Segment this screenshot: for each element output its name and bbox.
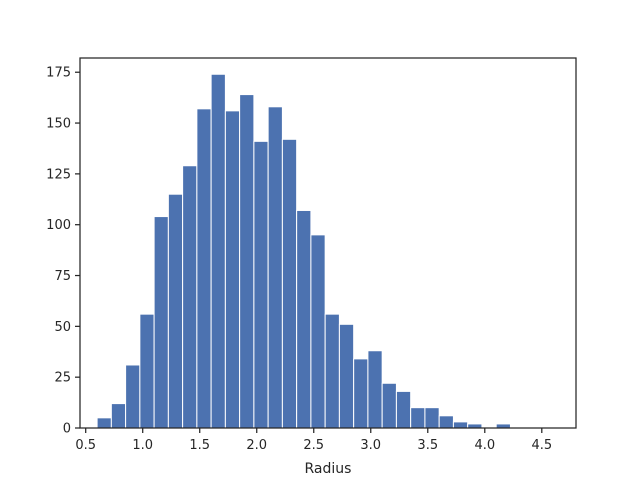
x-tick-label: 0.5: [75, 438, 96, 453]
histogram-bar: [182, 165, 198, 429]
histogram-bar: [253, 140, 269, 429]
histogram-bar: [239, 94, 255, 429]
histogram-bar: [224, 110, 241, 429]
histogram-bar: [324, 313, 340, 429]
y-tick-label: 175: [46, 66, 71, 81]
y-tick-label: 150: [46, 117, 71, 132]
x-tick-label: 2.0: [246, 438, 267, 453]
histogram-bar: [153, 216, 169, 429]
histogram-bar: [196, 108, 212, 429]
y-tick-label: 0: [63, 422, 71, 437]
x-tick-label: 4.0: [474, 438, 495, 453]
x-tick-label: 2.5: [303, 438, 324, 453]
y-tick-label: 100: [46, 218, 71, 233]
x-tick-label: 1.0: [132, 438, 153, 453]
histogram-bar: [296, 209, 312, 429]
histogram-bar: [381, 382, 397, 429]
x-axis-label: Radius: [305, 461, 352, 477]
plot-frame: [79, 57, 577, 429]
histogram-bar: [367, 350, 383, 429]
y-tick-label: 125: [46, 167, 71, 182]
histogram-bar: [110, 403, 127, 429]
histogram-bar: [452, 421, 469, 429]
bars-group: [96, 73, 511, 429]
histogram-bar: [281, 138, 298, 429]
histogram-bar: [410, 407, 426, 429]
histogram-bar: [310, 234, 326, 429]
histogram-bar: [338, 323, 355, 429]
histogram-bar: [139, 313, 155, 429]
histogram-bar: [96, 417, 112, 429]
histogram-bar: [353, 358, 369, 429]
x-tick-label: 1.5: [189, 438, 210, 453]
x-tick-label: 3.5: [417, 438, 438, 453]
y-axis-ticks: 0 25 50 75 100 125 150 175: [46, 66, 80, 437]
histogram-bar: [267, 106, 283, 429]
y-tick-label: 75: [54, 269, 71, 284]
histogram-bar: [395, 390, 412, 429]
y-tick-label: 25: [54, 371, 71, 386]
y-tick-label: 50: [54, 320, 71, 335]
histogram-bar: [167, 193, 184, 429]
histogram-bar: [125, 364, 141, 429]
histogram-bar: [424, 407, 440, 429]
x-tick-label: 4.5: [531, 438, 552, 453]
x-tick-label: 3.0: [360, 438, 381, 453]
histogram-bar: [210, 73, 226, 429]
histogram-bar: [438, 415, 454, 429]
x-axis-ticks: 0.5 1.0 1.5 2.0 2.5 3.0 3.5 4.0 4.5: [75, 428, 552, 453]
